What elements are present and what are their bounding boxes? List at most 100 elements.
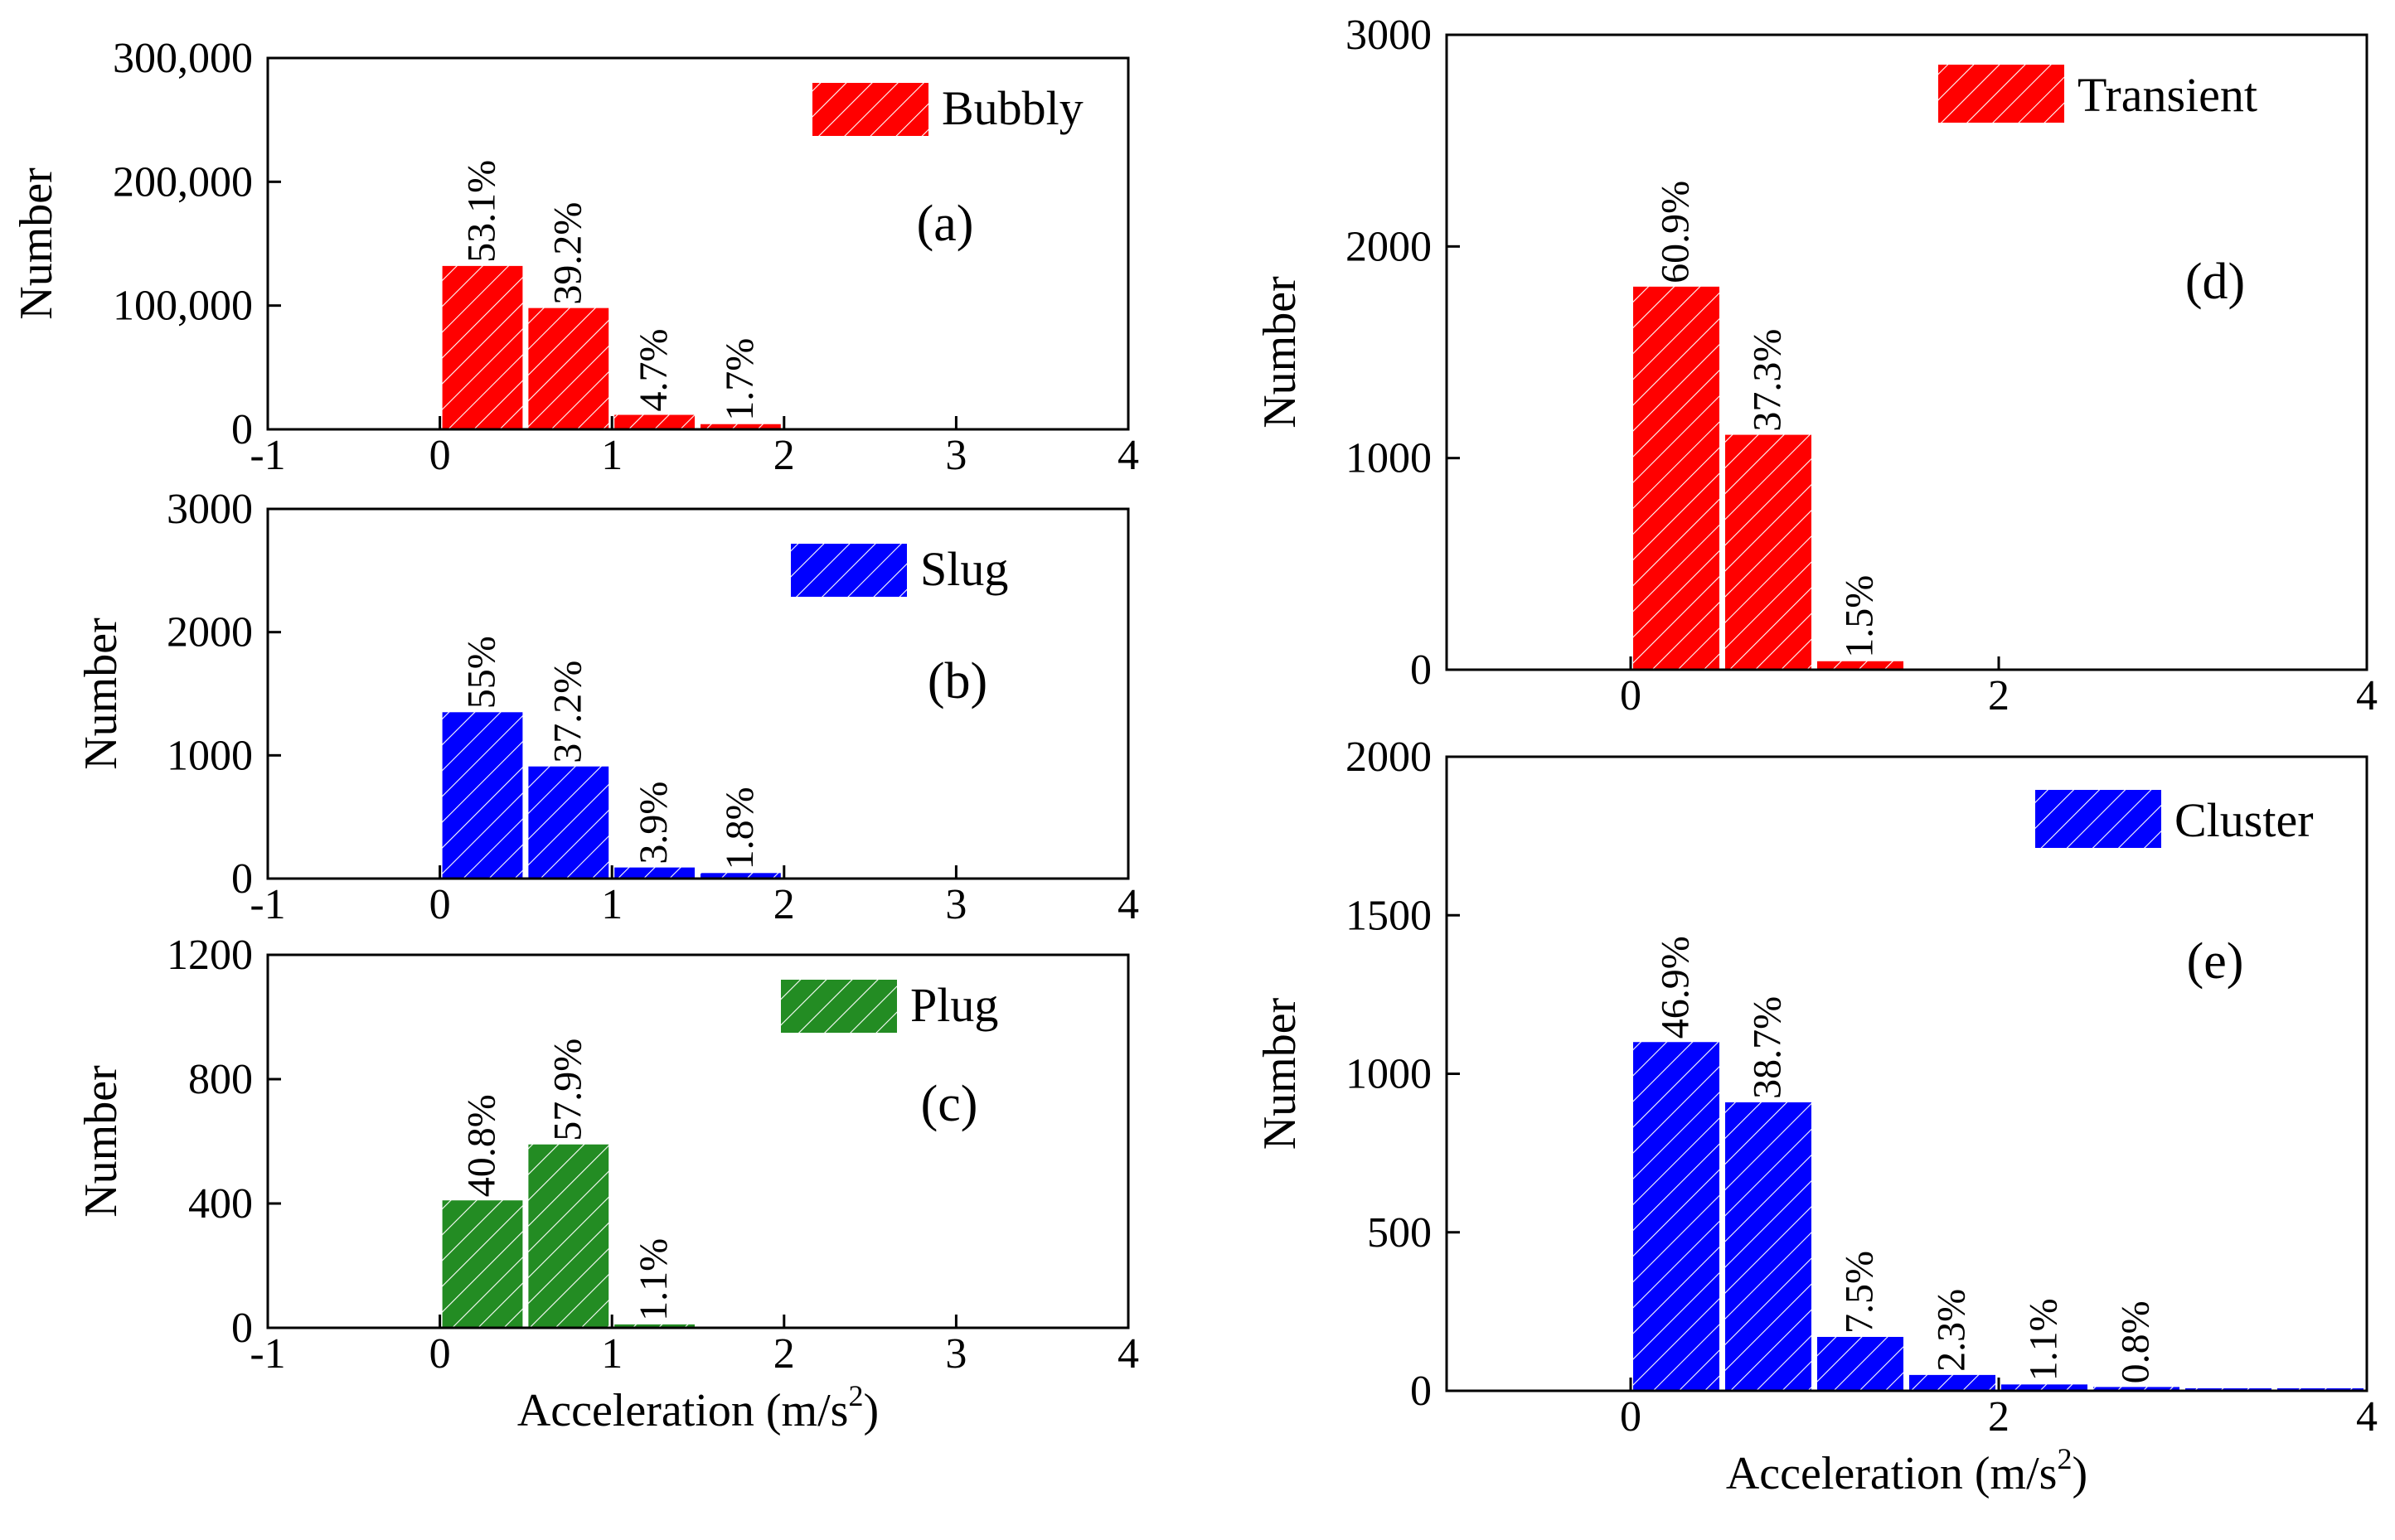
- bar-label-e-1: 38.7%: [1746, 996, 1790, 1099]
- bar-label-d-1: 37.3%: [1746, 329, 1790, 432]
- x-tick-label-d-1: 2: [1988, 672, 2010, 719]
- bar-c-0: [442, 1200, 523, 1328]
- panel-tag-a: (a): [917, 196, 974, 252]
- x-tick-label-b-1: 0: [429, 881, 451, 928]
- legend-label-a: Bubbly: [942, 81, 1084, 135]
- bar-e-1: [1725, 1102, 1811, 1391]
- y-axis-label-a: Number: [11, 167, 62, 320]
- chart-panel-a: 53.1% 39.2%4.7% 1.7%-1 0 1 2 3 40100,000200,000…: [11, 35, 1139, 479]
- y-tick-label-d-0: 0: [1410, 647, 1432, 694]
- bar-label-c-0: 40.8%: [460, 1094, 504, 1197]
- bar-label-e-0: 46.9%: [1654, 936, 1698, 1039]
- plot-frame-a: [266, 56, 1130, 431]
- bar-label-b-3: 1.8%: [718, 787, 762, 869]
- plot-frame-e: [1445, 755, 2368, 1392]
- chart-panel-e: 46.9% 38.7% 7.5% 2.3% 1.1% 0.8% 0 2 4 0 500 1000 150…: [1254, 734, 2378, 1499]
- bar-label-e-2: 7.5%: [1838, 1251, 1882, 1334]
- y-tick-label-b-3: 3000: [167, 486, 253, 533]
- x-tick-label-e-0: 0: [1620, 1393, 1641, 1441]
- y-tick-label-c-2: 800: [188, 1056, 253, 1103]
- plot-frame-c: [266, 953, 1130, 1329]
- bar-e-4: [2001, 1384, 2087, 1391]
- bar-c-1: [528, 1144, 609, 1328]
- panel-tag-e: (e): [2187, 933, 2244, 990]
- bar-label-a-0: 53.1%: [460, 160, 504, 263]
- chart-panel-c: 40.8%57.9%1.1%-1 0 1 2 3 404008001200NumberAc…: [75, 932, 1139, 1436]
- bar-label-b-1: 37.2%: [545, 661, 589, 763]
- legend-swatch-b: [791, 544, 907, 597]
- bar-label-d-2: 1.5%: [1838, 575, 1882, 658]
- legend-swatch-c: [781, 980, 897, 1033]
- panel-tag-d: (d): [2185, 254, 2245, 310]
- bar-d-1: [1725, 434, 1811, 670]
- y-tick-label-b-2: 2000: [167, 609, 253, 656]
- y-tick-label-a-1: 100,000: [113, 283, 253, 330]
- bar-label-b-0: 55%: [460, 636, 504, 709]
- x-tick-label-a-4: 3: [945, 432, 967, 479]
- y-tick-label-c-0: 0: [231, 1305, 253, 1352]
- x-tick-label-b-0: -1: [250, 881, 285, 928]
- y-tick-label-e-3: 1500: [1345, 892, 1432, 939]
- y-tick-label-a-2: 200,000: [113, 158, 253, 206]
- y-axis-label-d: Number: [1254, 276, 1306, 429]
- bar-label-e-4: 1.1%: [2022, 1298, 2066, 1381]
- panel-tag-c: (c): [921, 1076, 978, 1132]
- legend-label-e: Cluster: [2174, 793, 2314, 847]
- chart-panel-b: 55% 37.2%3.9% 1.8%-1 0 1 2 3 40100020003000Numb…: [75, 486, 1139, 928]
- x-tick-label-c-2: 1: [601, 1330, 623, 1378]
- bar-b-3: [701, 873, 781, 879]
- bar-a-0: [442, 265, 523, 429]
- legend-swatch-a: [812, 83, 928, 136]
- legend-label-d: Transient: [2077, 68, 2257, 122]
- bar-d-2: [1817, 661, 1903, 670]
- y-axis-label-e: Number: [1254, 997, 1306, 1150]
- x-tick-label-c-5: 4: [1118, 1330, 1139, 1378]
- y-tick-label-e-1: 500: [1367, 1209, 1432, 1257]
- x-tick-label-e-2: 4: [2356, 1393, 2378, 1441]
- x-tick-label-d-2: 4: [2356, 672, 2378, 719]
- panel-tag-b: (b): [928, 653, 987, 709]
- bar-e-0: [1633, 1042, 1719, 1391]
- y-tick-label-e-4: 2000: [1345, 734, 1432, 781]
- bar-label-c-2: 1.1%: [632, 1238, 676, 1321]
- bar-label-c-1: 57.9%: [545, 1039, 589, 1141]
- bar-b-0: [442, 712, 523, 879]
- x-tick-label-a-1: 0: [429, 432, 451, 479]
- bar-label-a-1: 39.2%: [545, 202, 589, 305]
- y-axis-label-b: Number: [75, 617, 127, 770]
- y-tick-label-e-0: 0: [1410, 1368, 1432, 1415]
- y-tick-label-d-1: 1000: [1345, 435, 1432, 482]
- x-tick-label-a-5: 4: [1118, 432, 1139, 479]
- bar-e-5: [2093, 1387, 2179, 1391]
- plot-frame-d: [1445, 33, 2368, 671]
- x-tick-label-c-4: 3: [945, 1330, 967, 1378]
- bar-label-e-5: 0.8%: [2114, 1300, 2158, 1383]
- x-tick-label-b-3: 2: [773, 881, 795, 928]
- bar-b-2: [614, 867, 695, 879]
- legend-label-b: Slug: [920, 542, 1008, 596]
- bar-d-0: [1633, 286, 1719, 670]
- y-tick-label-d-2: 2000: [1345, 223, 1432, 270]
- x-tick-label-b-5: 4: [1118, 881, 1139, 928]
- x-tick-label-c-3: 2: [773, 1330, 795, 1378]
- bar-label-a-2: 4.7%: [632, 329, 676, 412]
- bar-label-b-2: 3.9%: [632, 782, 676, 864]
- bar-label-a-3: 1.7%: [718, 338, 762, 421]
- y-tick-label-c-3: 1200: [167, 932, 253, 979]
- bar-e-3: [1909, 1374, 1995, 1391]
- bar-a-3: [701, 424, 781, 429]
- legend-swatch-d: [1938, 65, 2064, 123]
- bar-label-e-3: 2.3%: [1930, 1289, 1974, 1372]
- y-tick-label-d-3: 3000: [1345, 12, 1432, 59]
- chart-panel-d: 60.9% 37.3% 1.5% 0 2 4 0 1000 2000 3000 Number Tran…: [1254, 12, 2378, 719]
- legend-label-c: Plug: [910, 978, 998, 1032]
- plot-frame-b: [266, 507, 1130, 880]
- y-tick-label-b-1: 1000: [167, 732, 253, 779]
- x-tick-label-b-4: 3: [945, 881, 967, 928]
- y-tick-label-a-0: 0: [231, 406, 253, 453]
- y-tick-label-e-2: 1000: [1345, 1051, 1432, 1098]
- x-axis-label-c: Acceleration (m/s2): [517, 1379, 879, 1436]
- x-tick-label-b-2: 1: [601, 881, 623, 928]
- x-tick-label-c-0: -1: [250, 1330, 285, 1378]
